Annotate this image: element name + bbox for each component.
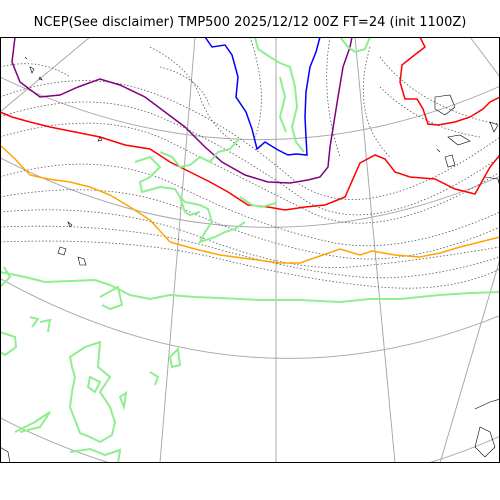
warm-isotherm <box>0 111 500 211</box>
map-panel <box>0 37 500 463</box>
map-title: NCEP(See disclaimer) TMP500 2025/12/12 0… <box>33 15 467 30</box>
land-outlines <box>0 37 500 463</box>
warm-isotherm-north <box>399 37 500 126</box>
warmer-isotherm <box>0 144 500 264</box>
coastlines <box>0 56 500 463</box>
coldest-isotherm <box>204 37 321 156</box>
temperature-map <box>0 37 500 463</box>
cold-isotherm <box>11 37 353 184</box>
longitude-lines <box>0 37 500 463</box>
latitude-lines <box>0 76 500 463</box>
